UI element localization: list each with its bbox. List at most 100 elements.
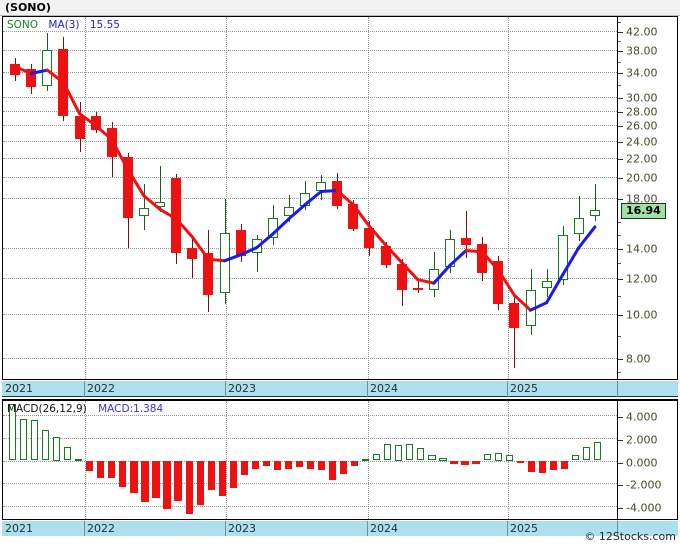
candlestick-body[interactable]: [251, 239, 262, 254]
macd-histogram-bar[interactable]: [185, 460, 193, 515]
candlestick-body[interactable]: [283, 207, 294, 217]
price-chart-panel[interactable]: SONO MA(3) 15.55: [2, 16, 618, 380]
macd-histogram-bar[interactable]: [152, 460, 160, 498]
candlestick-body[interactable]: [171, 178, 182, 254]
macd-histogram-bar[interactable]: [461, 460, 469, 465]
candlestick-body[interactable]: [557, 235, 568, 280]
macd-histogram-bar[interactable]: [317, 460, 326, 470]
price-y-tick-label: 14.00: [626, 242, 658, 256]
macd-histogram-bar[interactable]: [516, 460, 524, 463]
macd-histogram-bar[interactable]: [450, 460, 458, 464]
macd-histogram-bar[interactable]: [218, 460, 226, 496]
candlestick-body[interactable]: [348, 203, 359, 229]
macd-histogram-bar[interactable]: [373, 453, 381, 461]
macd-chart-panel[interactable]: MACD(26,12,9) MACD:1.384: [2, 399, 618, 520]
candlestick-body[interactable]: [235, 230, 246, 257]
candlestick-body[interactable]: [493, 260, 504, 305]
price-y-tick-label: 42.00: [626, 25, 658, 39]
candlestick-body[interactable]: [26, 68, 37, 87]
macd-histogram-bar[interactable]: [31, 419, 39, 461]
candlestick-body[interactable]: [525, 290, 536, 327]
macd-histogram-bar[interactable]: [207, 460, 215, 491]
candlestick-body[interactable]: [590, 210, 600, 217]
macd-histogram-bar[interactable]: [538, 460, 546, 473]
macd-histogram-bar[interactable]: [75, 459, 83, 462]
candlestick-body[interactable]: [155, 202, 165, 207]
candlestick-body[interactable]: [477, 243, 488, 274]
copyright-footer: © 12Stocks.com: [584, 530, 676, 543]
macd-histogram-bar[interactable]: [472, 460, 480, 465]
candlestick-body[interactable]: [364, 227, 375, 248]
macd-histogram-bar[interactable]: [306, 460, 315, 469]
candlestick-body[interactable]: [332, 181, 343, 206]
macd-histogram-bar[interactable]: [384, 443, 392, 461]
candlestick-body[interactable]: [300, 192, 310, 206]
macd-histogram-bar[interactable]: [329, 460, 337, 480]
candlestick-body[interactable]: [74, 115, 85, 140]
candlestick-body[interactable]: [42, 50, 53, 86]
macd-histogram-bar[interactable]: [362, 458, 370, 461]
candlestick-body[interactable]: [316, 182, 327, 192]
macd-histogram-bar[interactable]: [560, 460, 568, 469]
candlestick-body[interactable]: [203, 253, 214, 296]
macd-histogram-bar[interactable]: [483, 454, 491, 461]
macd-histogram-bar[interactable]: [130, 460, 138, 493]
macd-histogram-bar[interactable]: [240, 460, 248, 476]
macd-histogram-bar[interactable]: [19, 419, 28, 461]
candlestick-body[interactable]: [428, 268, 439, 290]
macd-histogram-bar[interactable]: [174, 460, 182, 501]
candlestick-body[interactable]: [106, 128, 117, 158]
candlestick-body[interactable]: [541, 281, 552, 289]
macd-histogram-bar[interactable]: [340, 460, 348, 475]
macd-histogram-bar[interactable]: [108, 460, 116, 478]
macd-histogram-bar[interactable]: [163, 460, 171, 509]
macd-histogram-bar[interactable]: [53, 437, 61, 461]
candlestick-body[interactable]: [380, 246, 391, 266]
candlestick-body[interactable]: [187, 247, 198, 260]
macd-histogram-bar[interactable]: [119, 460, 127, 488]
candlestick-body[interactable]: [445, 239, 455, 267]
macd-histogram-bar[interactable]: [97, 460, 105, 479]
candlestick-body[interactable]: [58, 49, 69, 117]
macd-histogram-bar[interactable]: [395, 444, 403, 461]
macd-histogram-bar[interactable]: [86, 460, 94, 472]
macd-histogram-bar[interactable]: [527, 460, 535, 472]
candlestick-body[interactable]: [138, 208, 149, 217]
macd-histogram-bar[interactable]: [295, 460, 304, 467]
macd-histogram-bar[interactable]: [229, 460, 237, 488]
candlestick-body[interactable]: [267, 217, 278, 238]
macd-histogram-bar[interactable]: [571, 455, 580, 461]
macd-histogram-bar[interactable]: [582, 447, 591, 461]
candlestick-body[interactable]: [573, 217, 584, 234]
price-y-tick-label: 28.00: [626, 105, 658, 119]
macd-histogram-bar[interactable]: [351, 460, 359, 466]
candlestick-body[interactable]: [396, 263, 407, 290]
candlestick-body[interactable]: [122, 156, 133, 218]
macd-histogram-bar[interactable]: [42, 430, 50, 461]
candlestick-body[interactable]: [219, 232, 230, 294]
macd-histogram-bar[interactable]: [593, 442, 602, 461]
candlestick-body[interactable]: [90, 116, 101, 130]
macd-histogram-bar[interactable]: [196, 460, 204, 506]
candlestick-body[interactable]: [509, 302, 520, 329]
macd-histogram-bar[interactable]: [262, 460, 270, 466]
candlestick-body[interactable]: [461, 238, 472, 245]
macd-histogram-bar[interactable]: [273, 460, 282, 470]
macd-y-tick-label: -4.000: [626, 501, 662, 515]
macd-histogram-bar[interactable]: [505, 454, 513, 461]
macd-histogram-bar[interactable]: [417, 447, 425, 461]
macd-histogram-bar[interactable]: [428, 455, 436, 461]
macd-histogram-bar[interactable]: [549, 460, 557, 471]
macd-histogram-bar[interactable]: [439, 458, 447, 461]
macd-histogram-bar[interactable]: [141, 460, 149, 502]
macd-histogram-bar[interactable]: [494, 452, 502, 461]
macd-histogram-bar[interactable]: [406, 443, 414, 461]
macd-histogram-bar[interactable]: [8, 404, 17, 461]
candlestick-body[interactable]: [10, 64, 21, 75]
price-y-tick-label: 8.00: [626, 352, 651, 366]
candlestick-body[interactable]: [412, 288, 423, 291]
macd-histogram-bar[interactable]: [284, 460, 293, 469]
macd-histogram-bar[interactable]: [251, 460, 259, 470]
macd-histogram-bar[interactable]: [64, 447, 72, 461]
macd-vertical-gridline: [226, 401, 227, 519]
